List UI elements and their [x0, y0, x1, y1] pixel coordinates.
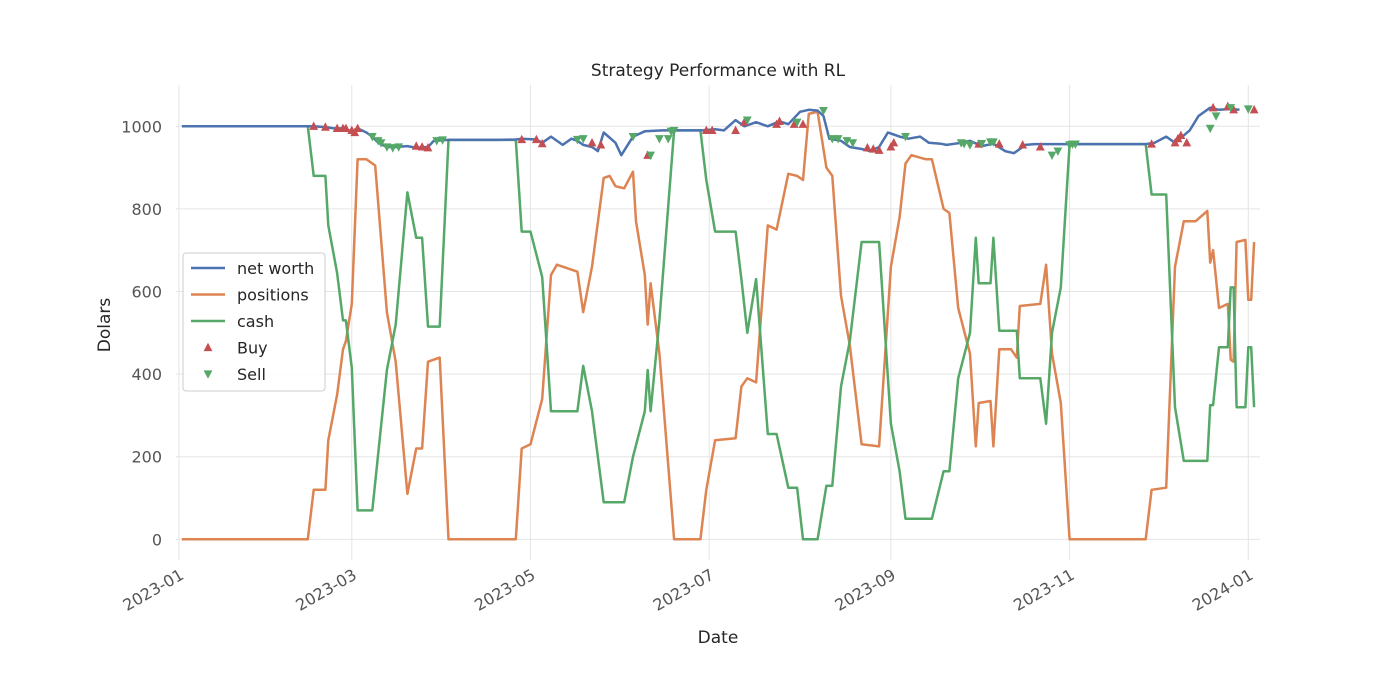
legend-label: Sell — [237, 365, 266, 384]
y-tick-label: 600 — [131, 283, 162, 302]
legend-label: Buy — [237, 339, 268, 358]
y-tick-label: 800 — [131, 200, 162, 219]
legend-label: cash — [237, 312, 274, 331]
legend-label: net worth — [237, 259, 314, 278]
y-tick-label: 0 — [152, 530, 162, 549]
y-tick-label: 400 — [131, 365, 162, 384]
legend-label: positions — [237, 286, 309, 305]
legend: net worth positions cash Buy Sell — [183, 253, 325, 391]
x-axis-label: Date — [698, 628, 739, 648]
y-tick-label: 200 — [131, 448, 162, 467]
chart-title: Strategy Performance with RL — [591, 61, 846, 81]
y-axis-label: Dolars — [95, 298, 115, 353]
y-tick-label: 1000 — [121, 117, 162, 136]
